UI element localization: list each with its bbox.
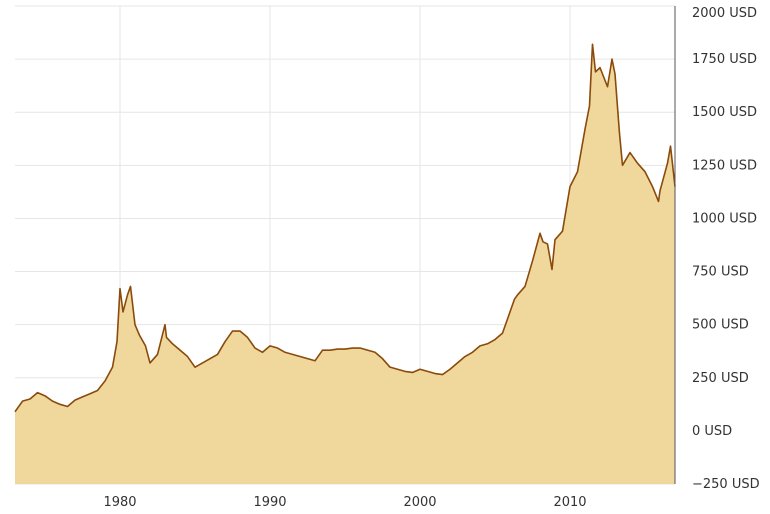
y-axis-ticks: −250 USD 0 USD 250 USD 500 USD 750 USD 1000 U… — [692, 6, 760, 492]
y-tick-label: 1500 USD — [692, 105, 757, 120]
x-tick-label: 2010 — [553, 495, 586, 510]
x-tick-label: 1980 — [103, 495, 136, 510]
y-tick-label: 1750 USD — [692, 52, 757, 67]
x-tick-label: 1990 — [253, 495, 286, 510]
y-tick-label: −250 USD — [692, 477, 760, 492]
y-tick-label: 250 USD — [692, 371, 749, 386]
price-line — [14, 43, 676, 413]
x-axis-ticks: 1980 1990 2000 2010 — [103, 495, 586, 510]
y-tick-label: 1250 USD — [692, 158, 757, 173]
y-tick-label: 500 USD — [692, 318, 749, 333]
y-tick-label: 750 USD — [692, 265, 749, 280]
y-tick-label: 0 USD — [692, 424, 732, 439]
y-tick-label: 2000 USD — [692, 6, 757, 21]
y-tick-label: 1000 USD — [692, 211, 757, 226]
price-area-fill — [15, 44, 675, 485]
x-tick-label: 2000 — [403, 495, 436, 510]
